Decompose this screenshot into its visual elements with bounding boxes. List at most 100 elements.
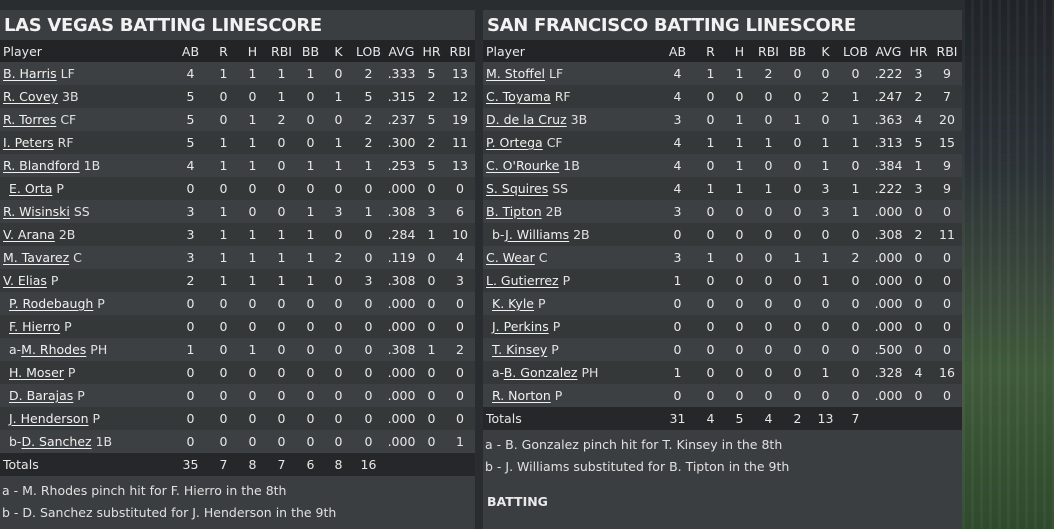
column-header[interactable]: AVG (385, 40, 418, 62)
stat-cell: 0 (325, 269, 352, 292)
column-header[interactable]: BB (296, 40, 325, 62)
stat-cell: 3 (445, 269, 475, 292)
stat-cell: 0 (839, 315, 872, 338)
player-name-link[interactable]: R. Wisinski (3, 204, 70, 219)
stat-cell: .000 (385, 384, 418, 407)
column-header[interactable]: LOB (839, 40, 872, 62)
player-name-link[interactable]: I. Peters (3, 135, 54, 150)
stat-cell: 15 (932, 131, 962, 154)
column-header[interactable]: R (209, 40, 238, 62)
stat-cell: 0 (172, 292, 209, 315)
player-name-link[interactable]: C. Wear (486, 250, 535, 265)
stat-cell: 1 (267, 269, 296, 292)
player-name-link[interactable]: K. Kyle (492, 296, 534, 311)
player-name-link[interactable]: B. Harris (3, 66, 57, 81)
stat-cell: 1 (812, 246, 839, 269)
player-position: SS (73, 204, 90, 219)
player-name-link[interactable]: C. O'Rourke (486, 158, 560, 173)
player-name-link[interactable]: F. Hierro (9, 319, 61, 334)
player-name-link[interactable]: R. Covey (3, 89, 59, 104)
stat-cell: 13 (445, 62, 475, 85)
player-name-link[interactable]: M. Stoffel (486, 66, 545, 81)
column-header[interactable]: R (696, 40, 725, 62)
stat-cell: 2 (839, 246, 872, 269)
stat-cell: 0 (754, 108, 783, 131)
stat-cell: 0 (812, 108, 839, 131)
player-name-link[interactable]: E. Orta (9, 181, 53, 196)
player-name-link[interactable]: D. Sanchez (21, 434, 92, 449)
stat-cell: 1 (267, 223, 296, 246)
stat-cell: 1 (839, 200, 872, 223)
player-name-link[interactable]: J. Perkins (492, 319, 549, 334)
stat-cell: 1 (659, 269, 696, 292)
column-header[interactable]: RBI (267, 40, 296, 62)
stat-cell: 0 (445, 361, 475, 384)
player-row: C. O'Rourke 1B 4 0 1 0 0 1 0.384 1 9 (483, 154, 962, 177)
player-name-link[interactable]: R. Blandford (3, 158, 80, 173)
column-header[interactable]: K (325, 40, 352, 62)
stat-cell: 0 (725, 384, 754, 407)
stat-cell: 0 (445, 177, 475, 200)
column-header[interactable]: K (812, 40, 839, 62)
column-header[interactable]: AVG (872, 40, 905, 62)
stat-cell: 5 (418, 62, 445, 85)
column-header[interactable]: LOB (352, 40, 385, 62)
player-row: D. Barajas P 0 0 0 0 0 0 0.000 0 0 (0, 384, 475, 407)
player-name-link[interactable]: B. Gonzalez (503, 365, 578, 380)
stat-cell: 1 (209, 269, 238, 292)
column-header[interactable]: H (725, 40, 754, 62)
column-header[interactable]: Player (483, 40, 659, 62)
column-header[interactable]: AB (172, 40, 209, 62)
san-francisco-title: SAN FRANCISCO BATTING LINESCORE (487, 15, 856, 36)
player-name-link[interactable]: H. Moser (9, 365, 64, 380)
player-name-link[interactable]: P. Ortega (486, 135, 543, 150)
column-header[interactable]: H (238, 40, 267, 62)
stat-cell: 0 (238, 361, 267, 384)
player-name-link[interactable]: J. Henderson (9, 411, 89, 426)
player-name-link[interactable]: R. Norton (492, 388, 551, 403)
player-name-link[interactable]: D. Barajas (9, 388, 74, 403)
player-name-link[interactable]: L. Gutierrez (486, 273, 559, 288)
stat-cell: 1 (812, 131, 839, 154)
player-position: P (56, 181, 64, 196)
stat-cell: 0 (696, 108, 725, 131)
stat-cell: 0 (754, 292, 783, 315)
player-name-link[interactable]: R. Torres (3, 112, 57, 127)
stat-cell: .000 (872, 315, 905, 338)
player-name-link[interactable]: T. Kinsey (492, 342, 548, 357)
substitution-note: a - M. Rhodes pinch hit for F. Hierro in… (2, 483, 287, 498)
player-name-link[interactable]: J. Williams (505, 227, 570, 242)
column-header[interactable]: RBI (445, 40, 475, 62)
column-header[interactable]: AB (659, 40, 696, 62)
stat-cell: 0 (932, 384, 962, 407)
column-header[interactable]: Player (0, 40, 172, 62)
stat-cell: .000 (872, 384, 905, 407)
player-name-link[interactable]: C. Toyama (486, 89, 551, 104)
column-header[interactable]: RBI (932, 40, 962, 62)
column-header[interactable]: RBI (754, 40, 783, 62)
stat-cell: 2 (418, 85, 445, 108)
player-name-link[interactable]: V. Elias (3, 273, 47, 288)
stat-cell: 0 (696, 292, 725, 315)
player-name-link[interactable]: B. Tipton (486, 204, 542, 219)
player-name-link[interactable]: P. Rodebaugh (9, 296, 94, 311)
stat-cell: 0 (267, 292, 296, 315)
player-row: P. Rodebaugh P 0 0 0 0 0 0 0.000 0 0 (0, 292, 475, 315)
player-name-link[interactable]: S. Squires (486, 181, 549, 196)
stat-cell: 0 (812, 384, 839, 407)
stat-cell: 0 (352, 361, 385, 384)
player-row: H. Moser P 0 0 0 0 0 0 0.000 0 0 (0, 361, 475, 384)
stat-cell: 0 (172, 315, 209, 338)
column-header[interactable]: BB (783, 40, 812, 62)
player-name-link[interactable]: V. Arana (3, 227, 55, 242)
column-header[interactable]: HR (418, 40, 445, 62)
player-name-link[interactable]: M. Tavarez (3, 250, 70, 265)
player-name-link[interactable]: D. de la Cruz (486, 112, 567, 127)
las-vegas-batting-table: Player AB R H RBI BB K LOB AVG HR RBI B. Harris LF… (0, 40, 475, 476)
player-name-link[interactable]: M. Rhodes (21, 342, 87, 357)
player-row: V. Elias P 2 1 1 1 1 0 3.308 0 3 (0, 269, 475, 292)
stat-cell: 0 (905, 246, 932, 269)
stat-cell: 0 (445, 407, 475, 430)
column-header[interactable]: HR (905, 40, 932, 62)
stat-cell: 4 (905, 361, 932, 384)
